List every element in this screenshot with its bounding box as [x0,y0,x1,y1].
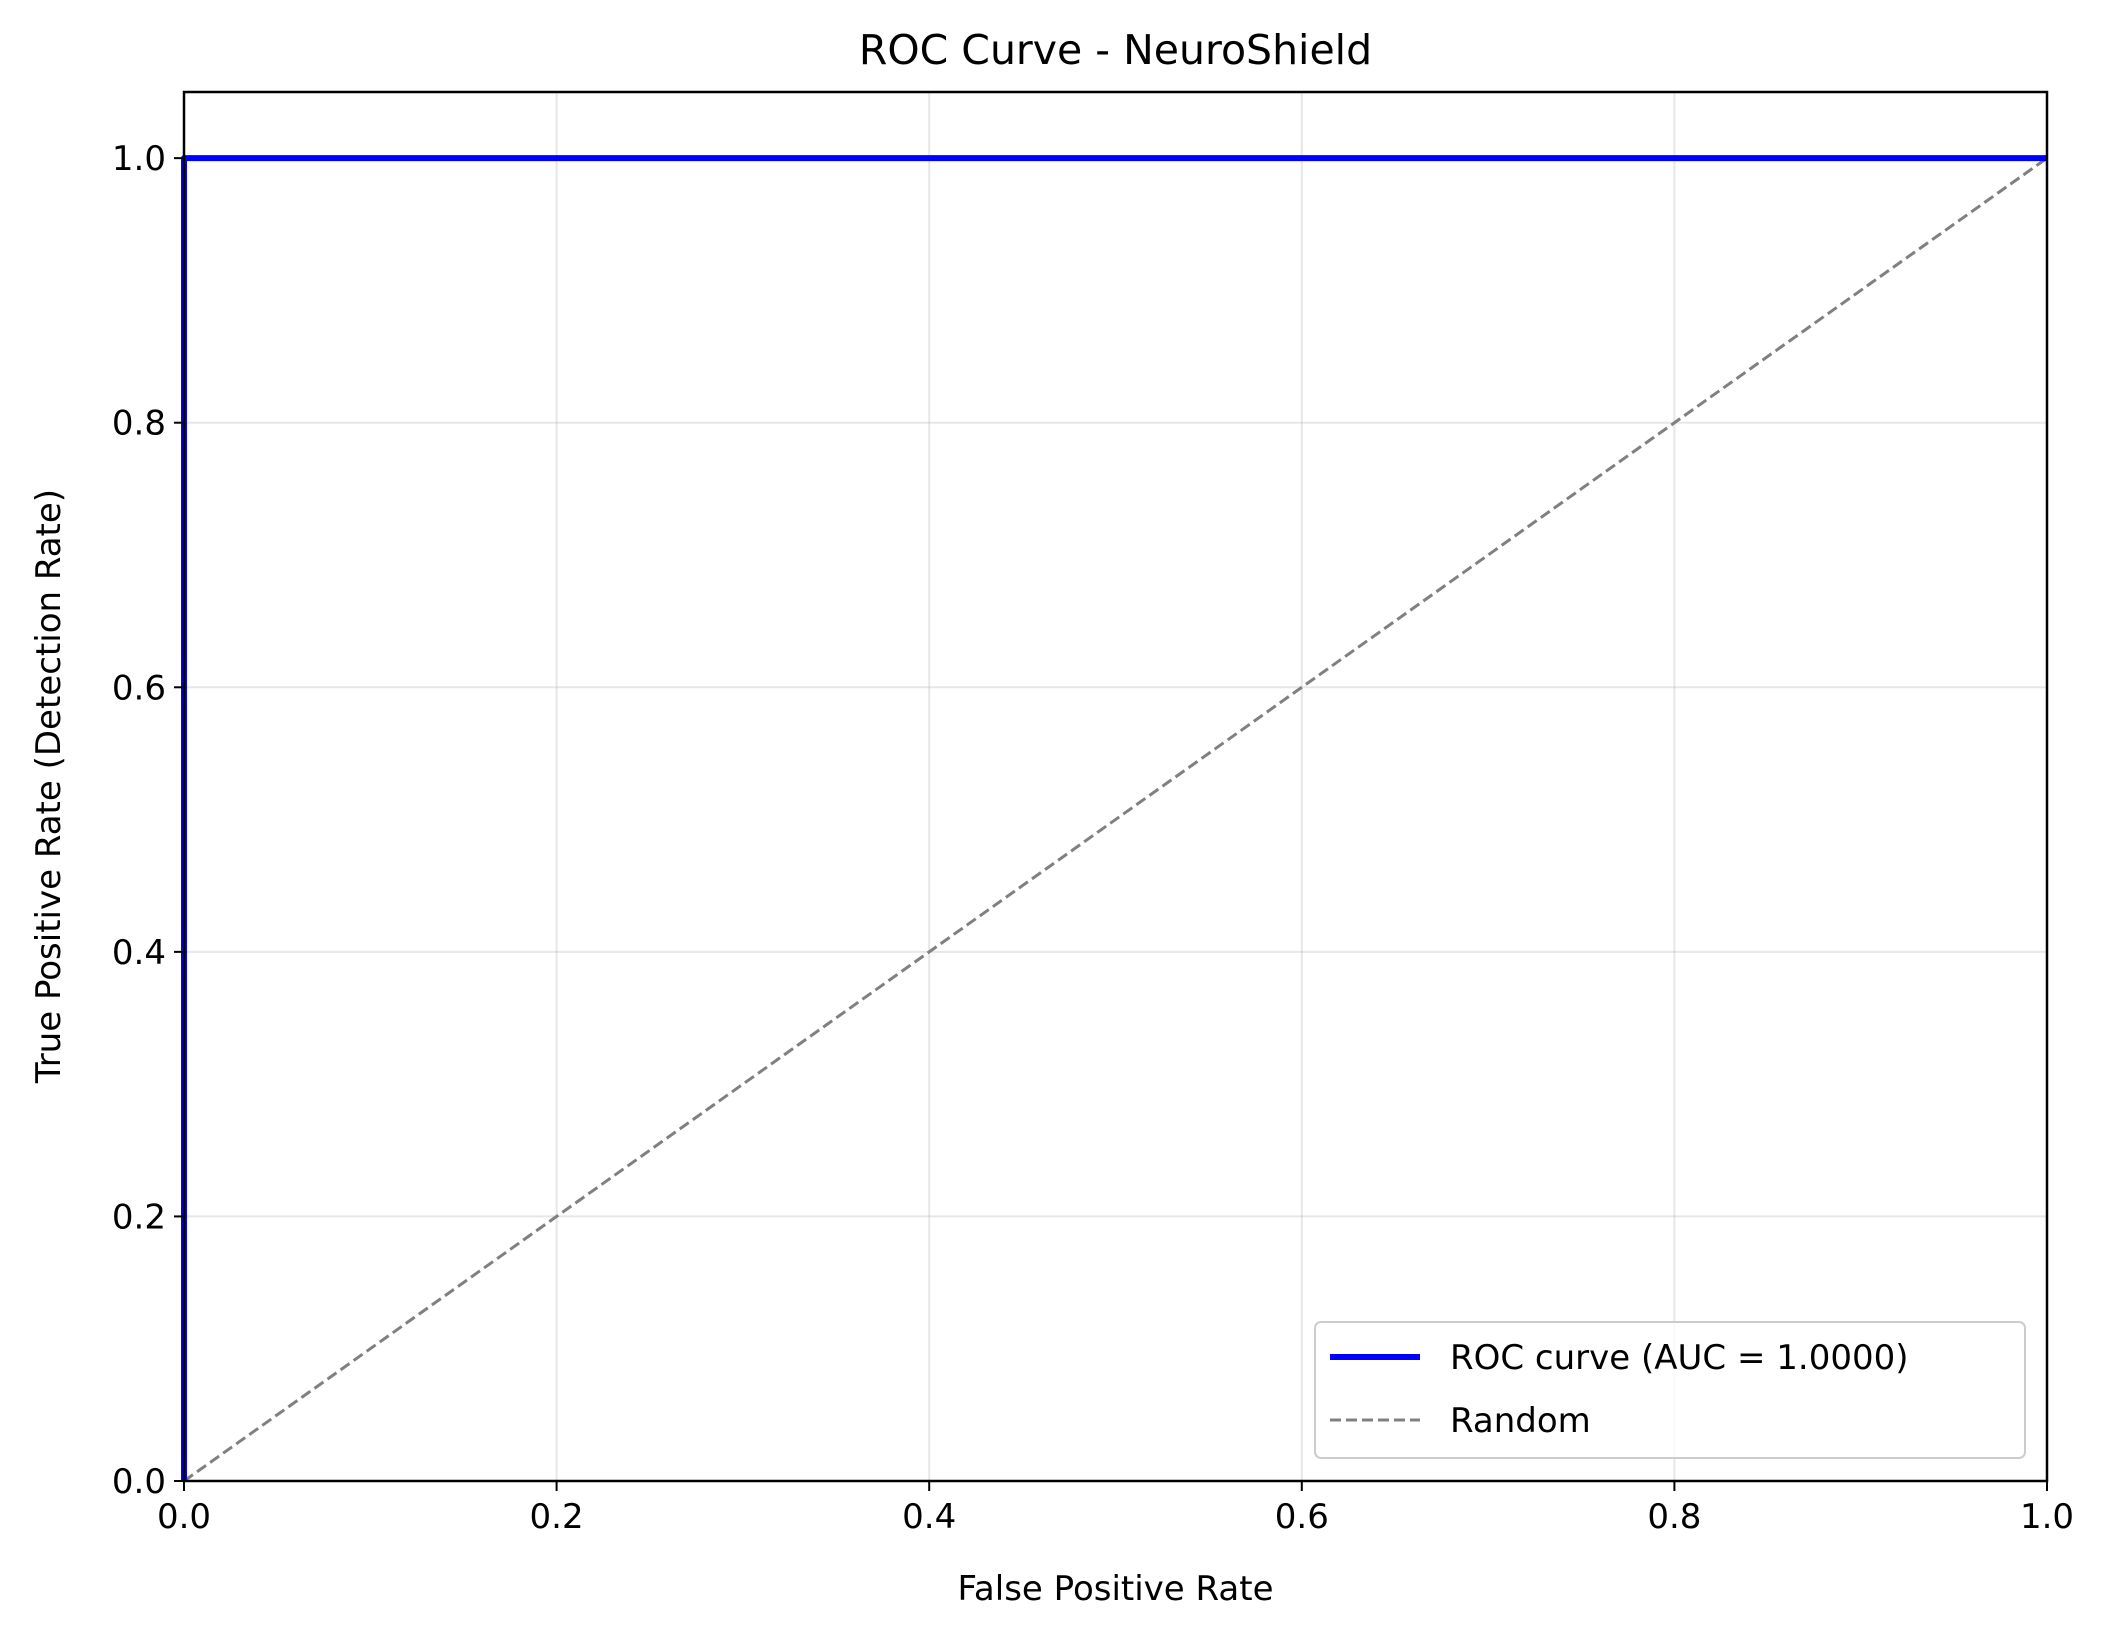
series-layer [181,155,2048,1483]
legend-random-label: Random [1450,1401,1591,1441]
y-tick-label-3: 0.6 [112,668,166,708]
y-tick-label-1: 0.2 [112,1197,166,1237]
grid-lines [183,92,2048,1482]
legend-roc-label: ROC curve (AUC = 1.0000) [1450,1338,1909,1378]
x-axis-label: False Positive Rate [958,1569,1274,1609]
tick-layer: 0.0 0.2 0.4 0.6 0.8 1.0 0.0 0.2 0.4 0.6 0.8 1.0 [112,139,2074,1537]
legend: ROC curve (AUC = 1.0000) Random [1314,1321,2026,1459]
random-baseline-line [183,156,2048,1483]
x-tick-label-1: 0.2 [530,1497,584,1537]
plot-frame [182,90,2049,1483]
y-tick-label-0: 0.0 [112,1462,166,1502]
x-tick-label-2: 0.4 [902,1497,956,1537]
chart-title: ROC Curve - NeuroShield [859,26,1372,74]
y-tick-label-4: 0.8 [112,404,166,444]
x-tick-label-3: 0.6 [1275,1497,1329,1537]
y-tick-label-5: 1.0 [112,139,166,179]
x-tick-label-4: 0.8 [1647,1497,1701,1537]
legend-box [1314,1321,2026,1459]
x-tick-label-0: 0.0 [157,1497,211,1537]
x-tick-label-5: 1.0 [2020,1497,2074,1537]
y-axis-label: True Positive Rate (Detection Rate) [29,489,69,1084]
y-tick-label-2: 0.4 [112,933,166,973]
